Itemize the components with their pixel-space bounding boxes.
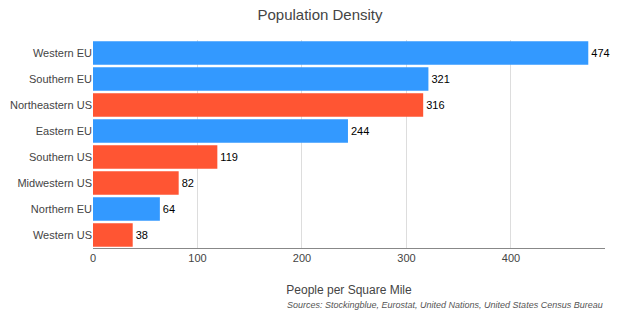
svg-text:474: 474 [591, 47, 609, 59]
svg-text:0: 0 [90, 252, 96, 264]
svg-text:Southern EU: Southern EU [29, 73, 92, 85]
svg-text:316: 316 [426, 99, 444, 111]
svg-text:Western US: Western US [33, 229, 92, 241]
svg-text:244: 244 [351, 125, 369, 137]
svg-text:100: 100 [188, 252, 206, 264]
svg-text:Population Density: Population Density [257, 6, 383, 23]
svg-text:Southern US: Southern US [29, 151, 92, 163]
svg-text:Eastern EU: Eastern EU [36, 125, 92, 137]
svg-text:400: 400 [502, 252, 520, 264]
svg-text:Northern EU: Northern EU [31, 203, 92, 215]
svg-text:200: 200 [293, 252, 311, 264]
svg-text:300: 300 [397, 252, 415, 264]
svg-text:Northeastern US: Northeastern US [10, 99, 92, 111]
svg-text:321: 321 [431, 73, 449, 85]
svg-text:119: 119 [220, 151, 238, 163]
svg-text:64: 64 [163, 203, 175, 215]
svg-text:Midwestern US: Midwestern US [17, 177, 92, 189]
svg-text:38: 38 [136, 229, 148, 241]
svg-text:People per Square Mile: People per Square Mile [286, 283, 412, 297]
svg-text:Sources: Stockingblue, Eurosta: Sources: Stockingblue, Eurostat, United … [287, 300, 603, 310]
svg-text:82: 82 [182, 177, 194, 189]
svg-text:Western EU: Western EU [33, 47, 92, 59]
